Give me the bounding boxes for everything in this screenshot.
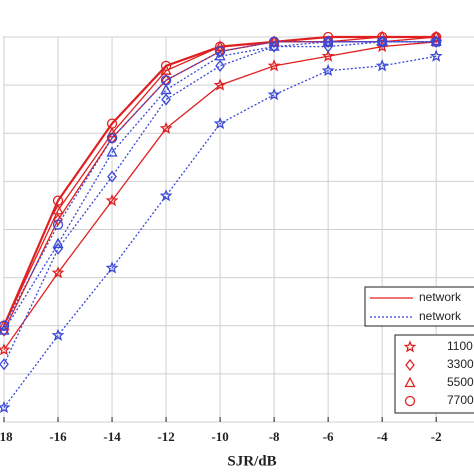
marker — [160, 83, 172, 95]
marker — [267, 59, 281, 72]
marker — [159, 189, 173, 202]
marker — [51, 266, 65, 279]
legend-label: 5500 — [447, 375, 474, 389]
marker — [214, 49, 226, 61]
x-tick-label: -2 — [431, 429, 442, 444]
series-line — [3, 55, 437, 408]
marker — [431, 35, 442, 48]
x-tick-label: -14 — [103, 429, 121, 444]
marker — [105, 193, 119, 207]
x-tick-label: -18 — [0, 429, 13, 444]
marker — [106, 146, 118, 157]
marker — [213, 78, 227, 91]
x-axis-label: SJR/dB — [227, 453, 276, 469]
legend: 1100 3300 5500 7700 — [394, 334, 474, 414]
marker — [321, 49, 335, 62]
marker — [376, 35, 388, 46]
x-tick-label: -6 — [323, 429, 334, 444]
series-line — [3, 41, 437, 331]
legend-label: network — [419, 309, 462, 323]
series-line — [3, 41, 437, 365]
marker — [377, 35, 387, 48]
marker — [51, 328, 65, 341]
marker — [53, 242, 63, 255]
marker — [323, 40, 333, 53]
marker — [404, 395, 416, 407]
legend: network network — [364, 286, 474, 327]
legend-box — [364, 286, 474, 327]
marker — [52, 219, 64, 230]
marker — [404, 376, 416, 388]
marker — [405, 358, 415, 372]
marker — [159, 121, 173, 134]
marker — [268, 40, 280, 51]
marker — [403, 340, 417, 353]
marker — [0, 324, 10, 335]
marker — [0, 358, 9, 371]
x-tick-label: -4 — [377, 429, 388, 444]
x-tick-label: -16 — [49, 429, 67, 444]
marker — [107, 170, 117, 183]
marker — [269, 40, 279, 53]
series-line — [3, 41, 437, 351]
x-tick-label: -12 — [157, 429, 174, 444]
marker — [52, 203, 64, 215]
marker — [429, 49, 443, 62]
marker — [213, 116, 227, 130]
legend-label: 3300 — [447, 357, 474, 371]
marker — [430, 35, 442, 46]
marker — [0, 343, 11, 356]
marker — [106, 132, 118, 144]
marker — [215, 59, 225, 72]
x-tick-label: -10 — [211, 429, 228, 444]
marker — [160, 64, 172, 75]
marker — [267, 88, 281, 101]
marker — [0, 400, 11, 414]
marker — [430, 30, 442, 42]
marker — [429, 35, 443, 48]
marker — [161, 93, 171, 106]
marker — [214, 46, 226, 57]
marker — [375, 59, 389, 72]
legend-label: 7700 — [447, 393, 474, 407]
legend-label: 1100 — [447, 339, 473, 353]
marker — [268, 35, 280, 46]
marker — [53, 213, 63, 226]
marker — [321, 63, 335, 77]
marker — [106, 126, 118, 138]
legend-label: network — [419, 290, 462, 304]
marker — [105, 261, 119, 274]
marker — [322, 35, 334, 46]
x-tick-label: -8 — [269, 429, 280, 444]
marker — [52, 237, 64, 249]
